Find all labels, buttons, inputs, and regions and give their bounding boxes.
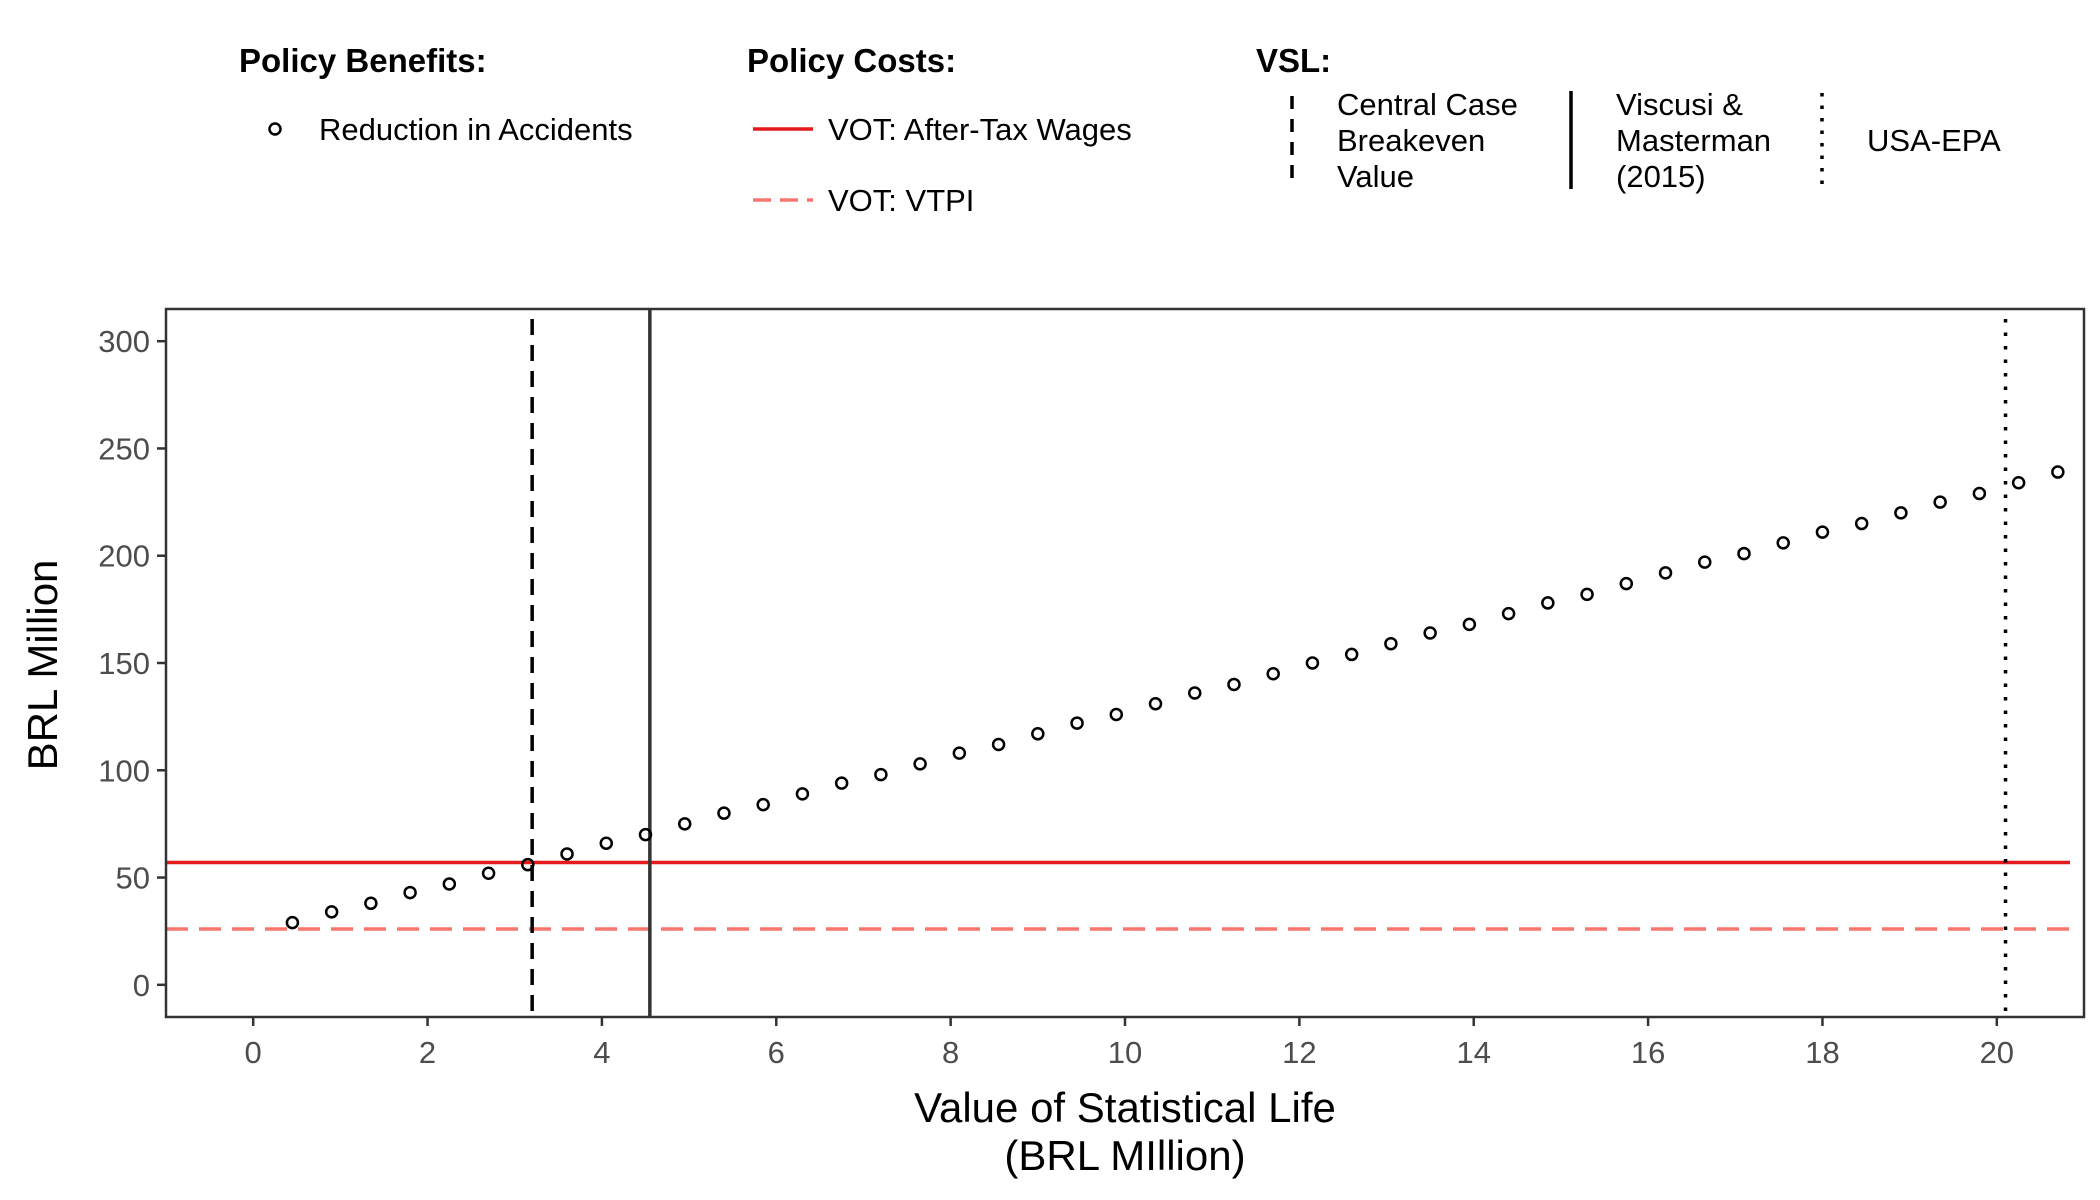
data-point (834, 776, 849, 790)
data-point (1933, 495, 1947, 509)
x-axis-title-line2: (BRL MIllion) (1004, 1132, 1245, 1179)
data-point (717, 806, 731, 820)
data-point (1854, 516, 1869, 531)
data-point (638, 827, 653, 842)
data-point (1580, 587, 1594, 602)
data-point (1972, 486, 1987, 501)
y-tick-label: 50 (116, 861, 150, 896)
panel-border (164, 307, 2086, 1019)
data-point (1109, 707, 1124, 722)
data-point (1344, 647, 1359, 662)
legend-benefits-entry: Reduction in Accidents (319, 112, 633, 147)
x-tick-label: 16 (1631, 1035, 1665, 1070)
legend-benefits-title: Policy Benefits: (239, 42, 487, 79)
x-axis-title: Value of Statistical Life (914, 1084, 1336, 1131)
data-point (913, 757, 927, 771)
x-tick-label: 10 (1108, 1035, 1142, 1070)
legend-vsl-central-line3: Value (1337, 159, 1414, 194)
y-tick-label: 250 (98, 431, 150, 466)
data-point (2011, 476, 2026, 490)
data-point (521, 857, 535, 872)
legend-vsl-central-line2: Breakeven (1337, 123, 1485, 158)
data-point (1266, 666, 1280, 681)
data-point (677, 817, 692, 831)
x-tick-label: 2 (419, 1035, 436, 1070)
data-point (1462, 617, 1477, 632)
y-tick-label: 150 (98, 646, 150, 681)
data-point (1187, 686, 1202, 700)
legend-benefits-marker (268, 122, 282, 136)
data-point (952, 746, 967, 760)
y-tick-label: 0 (133, 968, 150, 1003)
x-tick-label: 0 (245, 1035, 262, 1070)
x-tick-label: 8 (942, 1035, 959, 1070)
data-point (1384, 636, 1398, 651)
data-point (991, 737, 1006, 752)
data-point (1423, 626, 1437, 640)
legend-costs-title: Policy Costs: (747, 42, 956, 79)
data-point (1227, 677, 1241, 692)
data-point (403, 885, 417, 900)
data-point (442, 877, 457, 891)
x-tick-label: 6 (768, 1035, 785, 1070)
data-point (1658, 566, 1673, 580)
x-tick-label: 12 (1282, 1035, 1316, 1070)
data-point (364, 896, 378, 911)
data-point (1698, 555, 1712, 569)
legend-vsl-title: VSL: (1256, 42, 1331, 79)
legend-vsl-viscusi-line1: Viscusi & (1616, 87, 1743, 122)
data-point (756, 797, 770, 812)
data-point (1031, 727, 1045, 741)
data-point (2051, 465, 2065, 479)
y-tick-label: 200 (98, 539, 150, 574)
data-point (324, 905, 339, 919)
legend-vsl-central-line1: Central Case (1337, 87, 1518, 122)
x-tick-label: 4 (593, 1035, 610, 1070)
data-point (1501, 606, 1516, 621)
legend-vsl-viscusi-line3: (2015) (1616, 159, 1706, 194)
data-point (1541, 596, 1555, 610)
data-point (1070, 716, 1084, 730)
data-point (481, 866, 496, 881)
y-tick-label: 300 (98, 324, 150, 359)
data-point (1619, 576, 1634, 591)
data-point (1776, 536, 1790, 550)
data-point (560, 847, 574, 861)
data-point (1894, 506, 1908, 520)
y-axis-title: BRL Million (19, 560, 66, 771)
data-point (285, 915, 300, 930)
legend-costs-vtpi-label: VOT: VTPI (828, 183, 974, 218)
legend: Policy Benefits: Reduction in Accidents … (239, 42, 2001, 218)
y-tick-label: 100 (98, 753, 150, 788)
data-point (795, 787, 810, 801)
data-point (1305, 656, 1320, 670)
x-tick-label: 18 (1805, 1035, 1839, 1070)
data-point (874, 767, 888, 782)
x-tick-label: 20 (1980, 1035, 2014, 1070)
legend-costs-after-tax-label: VOT: After-Tax Wages (828, 112, 1132, 147)
data-point (1737, 546, 1751, 561)
data-point (599, 836, 614, 850)
data-point (1148, 697, 1163, 711)
legend-vsl-epa-label: USA-EPA (1867, 123, 2001, 158)
legend-vsl-viscusi-line2: Masterman (1616, 123, 1771, 158)
data-point (1815, 525, 1830, 539)
x-tick-label: 14 (1456, 1035, 1490, 1070)
